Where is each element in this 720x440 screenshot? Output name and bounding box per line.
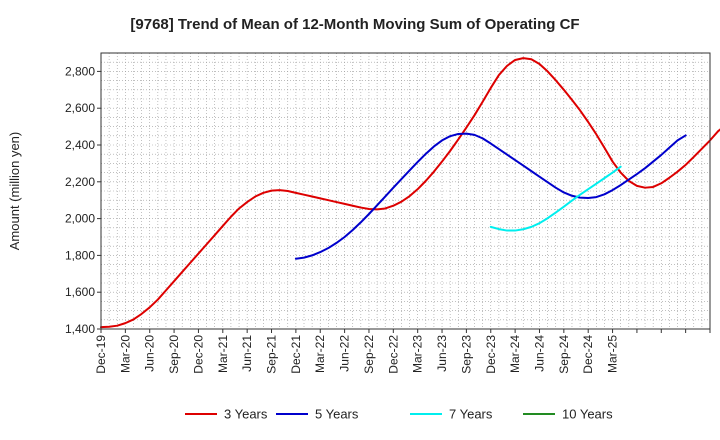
y-tick-label: 1,800 xyxy=(65,248,95,262)
x-tick-label: Mar-20 xyxy=(118,335,132,373)
x-tick-label: Sep-24 xyxy=(557,335,571,374)
x-tick-label: Jun-23 xyxy=(435,335,449,372)
x-tick-label: Mar-23 xyxy=(411,335,425,373)
x-tick-label: Mar-25 xyxy=(606,335,620,373)
y-tick-label: 2,400 xyxy=(65,138,95,152)
x-tick-label: Dec-22 xyxy=(386,335,400,374)
legend-label-10-years: 10 Years xyxy=(562,407,613,422)
series-lines xyxy=(100,57,720,329)
chart-title: [9768] Trend of Mean of 12-Month Moving … xyxy=(130,16,579,33)
legend: 3 Years 5 Years 7 Years 10 Years xyxy=(185,407,613,422)
series-line-3-years xyxy=(100,57,720,329)
x-tick-label: Dec-24 xyxy=(581,335,595,374)
legend-label-7-years: 7 Years xyxy=(449,407,493,422)
series-line-7-years xyxy=(489,165,622,232)
x-tick-label: Dec-20 xyxy=(191,335,205,374)
x-tick-label: Sep-20 xyxy=(167,335,181,374)
x-tick-label: Sep-22 xyxy=(362,335,376,374)
x-tick-label: Mar-24 xyxy=(508,335,522,373)
x-tick-label: Jun-21 xyxy=(240,335,254,372)
x-tick-label: Mar-21 xyxy=(216,335,230,373)
x-tick-label: Jun-20 xyxy=(143,335,157,372)
y-tick-label: 1,600 xyxy=(65,285,95,299)
y-tick-label: 2,800 xyxy=(65,64,95,78)
y-axis-ticks: 1,400 1,600 1,800 2,000 2,200 2,400 2,600 2,800 xyxy=(65,64,101,336)
y-tick-label: 2,600 xyxy=(65,101,95,115)
plot-frame xyxy=(100,52,711,330)
y-tick-label: 2,200 xyxy=(65,175,95,189)
x-tick-label: Dec-21 xyxy=(289,335,303,374)
y-axis-label: Amount (million yen) xyxy=(7,132,22,251)
x-axis-ticks: Dec-19 Mar-20 Jun-20 Sep-20 Dec-20 Mar-21 Jun-… xyxy=(94,329,711,374)
y-tick-label: 2,000 xyxy=(65,212,95,226)
legend-label-3-years: 3 Years xyxy=(224,407,268,422)
x-tick-label: Mar-22 xyxy=(313,335,327,373)
x-tick-label: Dec-19 xyxy=(94,335,108,374)
x-tick-label: Jun-24 xyxy=(532,335,546,372)
x-tick-label: Sep-21 xyxy=(265,335,279,374)
x-tick-label: Sep-23 xyxy=(459,335,473,374)
x-tick-label: Jun-22 xyxy=(338,335,352,372)
plot-area xyxy=(101,53,710,329)
legend-label-5-years: 5 Years xyxy=(315,407,359,422)
x-tick-label: Dec-23 xyxy=(484,335,498,374)
y-tick-label: 1,400 xyxy=(65,322,95,336)
series-line-5-years xyxy=(294,132,687,260)
